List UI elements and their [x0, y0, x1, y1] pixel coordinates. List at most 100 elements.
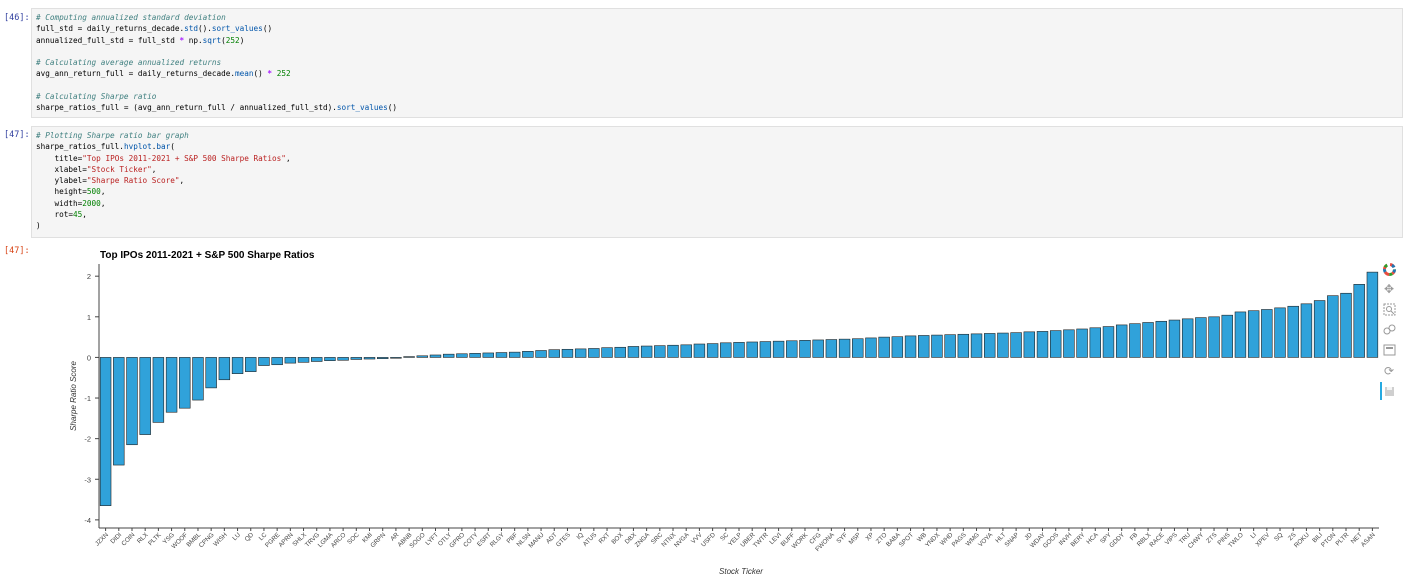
bar [931, 334, 943, 358]
x-tick-label: BERY [1070, 531, 1088, 549]
code-line: ) [36, 220, 1402, 231]
x-tick-label: PTON [1320, 531, 1338, 549]
x-tick-label: LI [1249, 531, 1258, 540]
toolbar-active-marker [1380, 382, 1382, 400]
x-tick-label: TWLO [1227, 531, 1245, 549]
code-token: # Plotting Sharpe ratio bar graph [36, 131, 189, 140]
bar [891, 336, 904, 358]
bar [1010, 332, 1022, 358]
code-token: std [184, 24, 198, 34]
bar [205, 357, 217, 389]
x-tick-label: PLTR [1334, 531, 1350, 547]
code-token: () [387, 103, 398, 113]
code-line: # Computing annualized standard deviatio… [36, 12, 1402, 23]
y-tick-label: -1 [84, 394, 91, 403]
code-token: , [82, 210, 87, 220]
box-select-icon[interactable] [1382, 342, 1396, 356]
code-cell-46[interactable]: # Computing annualized standard deviatio… [31, 8, 1403, 118]
bar [759, 341, 772, 358]
bar [363, 357, 376, 360]
x-tick-label: GTES [555, 531, 572, 548]
bar [231, 357, 244, 374]
x-tick-label: HCA [1085, 531, 1100, 546]
reset-icon[interactable]: ⟳ [1383, 364, 1395, 378]
bar [1063, 329, 1075, 358]
x-tick-label: NVGA [673, 531, 691, 549]
bar [1340, 292, 1352, 358]
y-axis-label: Sharpe Ratio Score [69, 361, 78, 431]
x-tick-label: YNDX [924, 531, 942, 549]
code-token: full_std = daily_returns_decade. [36, 24, 185, 34]
bar [416, 355, 429, 358]
x-tick-label: ZNGA [634, 531, 652, 549]
bar [1313, 300, 1326, 358]
code-token: bar [156, 142, 171, 152]
bar [324, 357, 336, 361]
bar [192, 357, 204, 401]
code-line: # Plotting Sharpe ratio bar graph [36, 130, 1402, 141]
wheel-zoom-icon[interactable] [1382, 322, 1396, 336]
bar [944, 334, 956, 358]
x-tick-label: ZS [1287, 531, 1298, 542]
bar [99, 357, 112, 506]
x-tick-label: ATUS [582, 531, 598, 547]
bar [495, 352, 508, 358]
code-line: ylabel="Sharpe Ratio Score", [36, 175, 1402, 186]
code-token: avg_ann_return_full = daily_returns_deca… [36, 69, 236, 79]
code-line: height=500, [36, 186, 1402, 197]
code-token: , [285, 153, 291, 163]
save-icon[interactable] [1382, 384, 1396, 398]
bar [390, 357, 402, 359]
bar [218, 357, 231, 381]
x-tick-label: LC [258, 531, 269, 542]
x-tick-label: VIPS [1164, 531, 1179, 546]
code-editor-46[interactable]: # Computing annualized standard deviatio… [36, 12, 1402, 114]
code-token: # Calculating Sharpe ratio [36, 92, 157, 102]
code-line: annualized_full_std = full_std * np.sqrt… [36, 35, 1402, 46]
x-tick-label: ASAN [1360, 531, 1377, 548]
bar [179, 357, 191, 409]
code-token: . [151, 142, 157, 152]
bar [311, 357, 323, 362]
x-tick-label: BOX [610, 531, 625, 546]
x-tick-label: COTY [462, 531, 480, 549]
bar [799, 340, 811, 358]
x-tick-label: SPOT [898, 531, 915, 548]
bar [838, 338, 851, 358]
code-line: xlabel="Stock Ticker", [36, 164, 1402, 175]
code-cell-47[interactable]: # Plotting Sharpe ratio bar graph sharpe_… [31, 126, 1403, 238]
bar [469, 353, 481, 358]
x-tick-label: SYF [835, 531, 849, 545]
bar [1089, 327, 1102, 358]
x-tick-label: MSP [848, 531, 863, 546]
x-tick-label: SQ [1273, 531, 1284, 542]
bar [535, 350, 547, 358]
code-token: (). [198, 24, 212, 34]
code-editor-47[interactable]: # Plotting Sharpe ratio bar graph sharpe_… [36, 130, 1402, 232]
x-tick-label: MANU [527, 531, 545, 549]
bar [113, 357, 125, 466]
bokeh-logo-icon[interactable] [1382, 262, 1396, 276]
bar [1366, 271, 1379, 358]
code-line: full_std = daily_returns_decade.std().so… [36, 23, 1402, 34]
x-tick-label: GDDY [1108, 531, 1126, 549]
bar [297, 357, 310, 363]
x-tick-label: JD [1023, 531, 1034, 542]
code-token: "Stock Ticker" [86, 164, 152, 174]
bar [706, 343, 719, 358]
code-token: () [253, 69, 268, 79]
y-tick-label: -3 [84, 475, 91, 484]
box-zoom-icon[interactable] [1382, 302, 1396, 316]
bar [1234, 311, 1247, 358]
bar [1195, 317, 1207, 358]
code-line: title="Top IPOs 2011-2021 + S&P 500 Shar… [36, 153, 1402, 164]
bar [165, 357, 178, 413]
x-tick-label: GRPN [369, 531, 387, 549]
bar [1102, 326, 1115, 358]
y-tick-label: 0 [87, 353, 91, 362]
bar [1247, 310, 1260, 358]
pan-icon[interactable]: ✥ [1383, 282, 1395, 296]
code-token: "Top IPOs 2011-2021 + S&P 500 Sharpe Rat… [82, 153, 286, 163]
input-prompt-46: [46]: [4, 13, 30, 23]
code-token: # Computing annualized standard deviatio… [36, 13, 226, 22]
